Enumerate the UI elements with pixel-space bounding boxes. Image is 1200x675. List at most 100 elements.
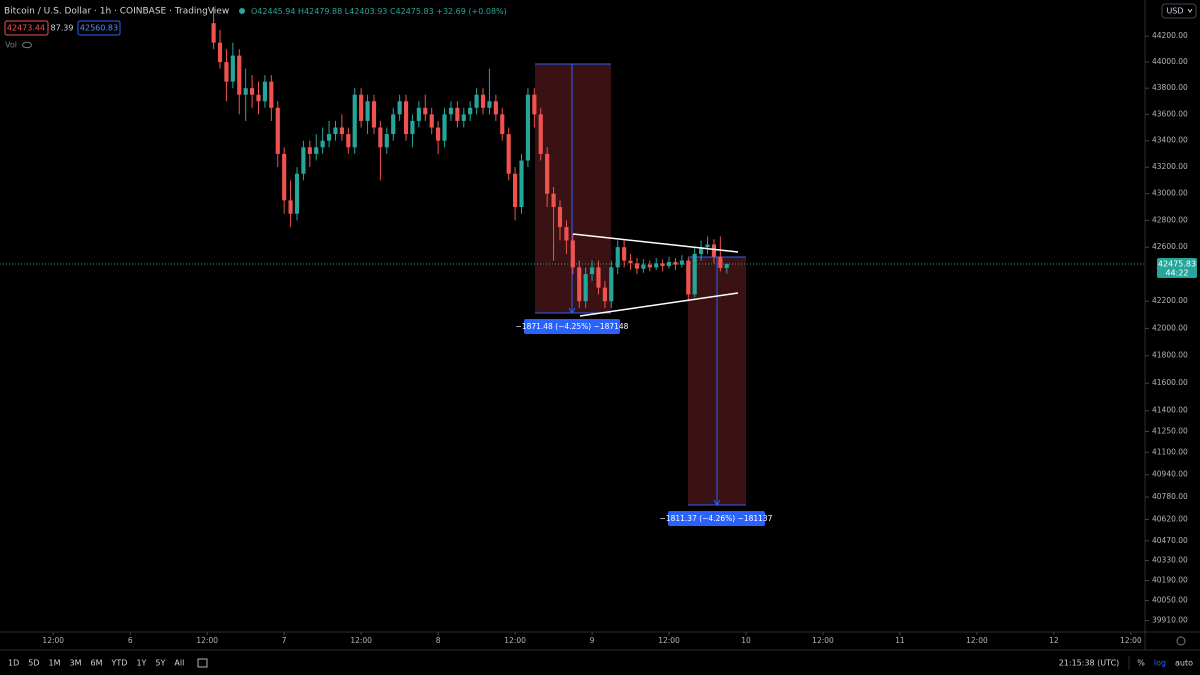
- candle-body: [487, 101, 492, 108]
- y-tick-label: 42200.00: [1152, 296, 1188, 305]
- candle-body: [532, 94, 537, 115]
- range-button[interactable]: All: [174, 659, 184, 668]
- range-button[interactable]: 5D: [28, 659, 39, 668]
- y-tick-label: 44000.00: [1152, 57, 1188, 66]
- candle-body: [346, 134, 351, 148]
- candle-body: [371, 101, 377, 128]
- candle-body: [237, 55, 242, 95]
- candle-body: [320, 140, 325, 148]
- auto-toggle[interactable]: auto: [1175, 659, 1193, 668]
- candle-body: [525, 94, 531, 161]
- candle-body: [224, 62, 229, 82]
- candle-body: [365, 101, 370, 121]
- y-tick-label: 40050.00: [1152, 595, 1188, 604]
- candle-body: [538, 114, 543, 154]
- candle-body: [384, 134, 389, 148]
- candle-body: [628, 260, 633, 264]
- date-range-icon[interactable]: [197, 658, 208, 668]
- range-button[interactable]: 1Y: [136, 659, 146, 668]
- candle-body: [359, 94, 364, 121]
- visibility-icon[interactable]: [22, 41, 32, 49]
- candle-body: [314, 147, 319, 154]
- candle-body: [211, 23, 216, 43]
- candle-body: [583, 274, 588, 302]
- measure-label: −1811.37 (−4.26%) −181137: [660, 511, 773, 526]
- candle-body: [673, 261, 678, 265]
- arrow-head: [568, 307, 576, 314]
- symbol-title: Bitcoin / U.S. Dollar · 1h · COINBASE · …: [4, 7, 229, 17]
- x-tick-label: 12:00: [658, 636, 680, 645]
- measure-label: −1871.48 (−4.25%) −187148: [516, 319, 629, 334]
- range-button[interactable]: 1M: [49, 659, 61, 668]
- candle-body: [256, 94, 261, 102]
- y-tick-label: 42800.00: [1152, 215, 1188, 224]
- candle-body: [692, 253, 697, 295]
- ohlc-legend: O42445.94 H42479.88 L42403.93 C42475.83 …: [251, 7, 507, 16]
- y-tick-label: 42000.00: [1152, 323, 1188, 332]
- last-price: 42475.83: [1158, 260, 1196, 269]
- candle-body: [609, 267, 614, 302]
- range-button[interactable]: 1D: [8, 659, 19, 668]
- currency-menu[interactable]: [1161, 3, 1197, 19]
- candle-body: [429, 114, 434, 128]
- bid-price: 42473.44: [7, 24, 45, 33]
- log-toggle[interactable]: log: [1154, 659, 1166, 668]
- y-tick-label: 40940.00: [1152, 470, 1188, 479]
- y-tick-label: 40780.00: [1152, 492, 1188, 501]
- range-button[interactable]: YTD: [111, 659, 128, 668]
- volume-label: Vol: [5, 41, 17, 50]
- candle-body: [647, 264, 652, 268]
- candle-body: [468, 107, 473, 115]
- candle-body: [577, 267, 582, 302]
- candle-body: [352, 94, 357, 148]
- y-tick-label: 43200.00: [1152, 162, 1188, 171]
- trendline[interactable]: [572, 233, 739, 253]
- y-tick-label: 40190.00: [1152, 575, 1188, 584]
- countdown: 44:22: [1165, 269, 1188, 278]
- candle-body: [634, 263, 640, 269]
- candle-body: [403, 101, 409, 135]
- candle-body: [455, 107, 460, 121]
- settings-icon[interactable]: [1176, 636, 1186, 646]
- candle-body: [519, 160, 524, 208]
- candle-body: [699, 247, 704, 254]
- close-text: C42475.83: [390, 7, 434, 16]
- x-tick-label: 12:00: [350, 636, 372, 645]
- buy-button[interactable]: [77, 20, 121, 36]
- x-tick-label: 12:00: [1120, 636, 1142, 645]
- candle-body: [416, 107, 421, 121]
- candle-body: [230, 55, 235, 82]
- range-button[interactable]: 3M: [70, 659, 82, 668]
- candle-body: [307, 147, 312, 154]
- candle-body: [500, 114, 505, 135]
- candle-body: [397, 101, 402, 115]
- candle-body: [724, 263, 729, 268]
- x-tick-label: 6: [128, 636, 133, 645]
- candle-body: [301, 147, 306, 174]
- candle-body: [288, 200, 293, 214]
- candle-body: [570, 240, 575, 268]
- candle-body: [711, 244, 717, 257]
- candle-body: [602, 287, 607, 302]
- axes: 44200.00 44000.00 43800.00 43600.00 43400.00…: [42, 31, 1188, 645]
- candle-body: [217, 42, 223, 63]
- y-tick-label: 42600.00: [1152, 242, 1188, 251]
- candle-body: [641, 264, 646, 269]
- dropdown-caret: [1187, 8, 1193, 13]
- candle-body: [545, 153, 550, 194]
- spread: 87.39: [51, 24, 74, 33]
- open-text: O42445.94: [251, 7, 295, 16]
- range-button[interactable]: 6M: [91, 659, 103, 668]
- trendline[interactable]: [579, 292, 739, 317]
- x-tick-label: 12:00: [196, 636, 218, 645]
- range-button[interactable]: 5Y: [155, 659, 165, 668]
- candle-body: [378, 127, 383, 148]
- percent-toggle[interactable]: %: [1137, 659, 1145, 668]
- candle-body: [596, 267, 601, 288]
- candle-body: [622, 247, 627, 261]
- y-tick-label: 41250.00: [1152, 426, 1188, 435]
- measure-text: −1871.48 (−4.25%) −187148: [516, 322, 629, 331]
- candle-body: [654, 263, 659, 268]
- sell-button[interactable]: [4, 20, 49, 36]
